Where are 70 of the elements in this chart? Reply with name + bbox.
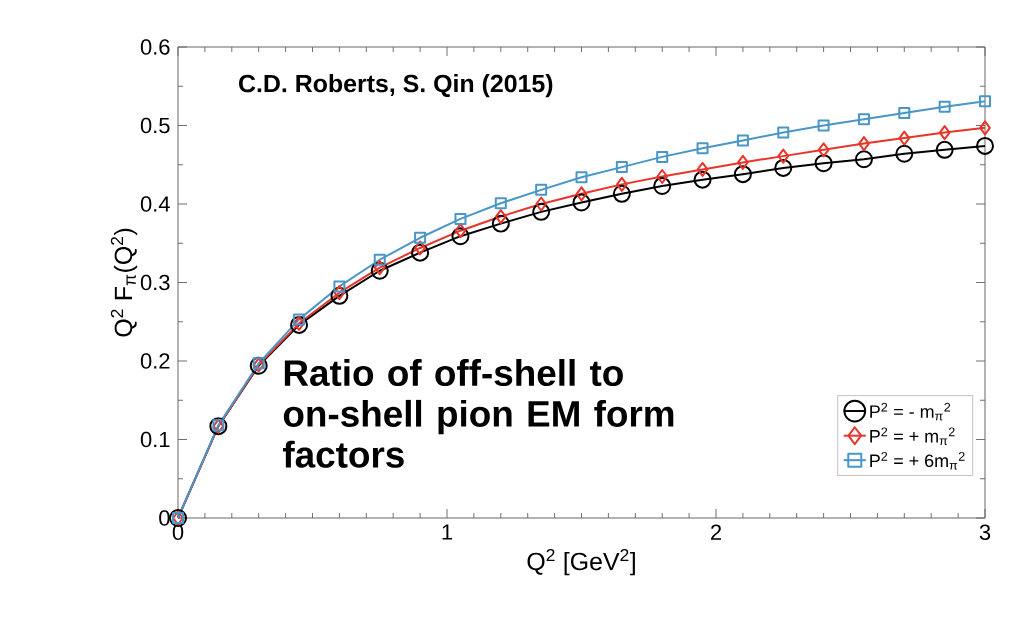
point <box>736 134 749 147</box>
point <box>653 176 672 195</box>
point <box>817 119 830 132</box>
point <box>370 261 389 280</box>
point <box>290 315 309 334</box>
point <box>293 315 305 331</box>
point <box>494 197 507 210</box>
legend-label: P$^{2}$ = - m$_{π}$2 <box>870 402 951 421</box>
point <box>454 223 467 239</box>
y-axis-title: Q$^{2}$ F$_{π}$(Q$^{2}$) <box>110 228 138 337</box>
point <box>938 100 951 113</box>
point <box>414 231 427 244</box>
point <box>615 176 628 192</box>
point <box>373 260 386 276</box>
y-tick-label: 0.1 <box>140 431 170 448</box>
point <box>572 193 591 212</box>
point <box>535 183 548 196</box>
y-tick-label: 0.6 <box>140 39 170 55</box>
point <box>979 95 991 108</box>
point <box>976 136 994 155</box>
legend-label: P$^{2}$ = + 6m$_{π}$2 <box>870 451 965 470</box>
y-tick-label: 0.4 <box>140 196 170 212</box>
point <box>575 171 588 184</box>
point <box>330 286 349 305</box>
point <box>411 243 430 262</box>
point <box>696 142 709 155</box>
x-axis-title: Q$^{2}$ [GeV$^{2}$] <box>527 548 635 576</box>
point <box>895 144 914 163</box>
x-tick-label: 3 <box>979 524 991 541</box>
point <box>777 148 790 164</box>
point <box>774 158 793 177</box>
point <box>935 140 954 159</box>
y-tick-label: 0.2 <box>140 353 170 369</box>
annotation: Ratio of off-shell to on-shell pion EM form factors <box>283 359 674 468</box>
point <box>615 161 628 174</box>
point <box>454 212 467 225</box>
point <box>494 209 507 225</box>
y-tick-label: 0 <box>159 510 170 526</box>
point <box>979 120 991 136</box>
point <box>898 130 911 146</box>
point <box>656 169 669 185</box>
y-tick-label: 0.5 <box>140 117 170 134</box>
point <box>532 202 551 221</box>
point <box>373 253 386 266</box>
point <box>817 142 830 158</box>
point <box>777 126 790 139</box>
point <box>333 280 346 293</box>
point <box>733 165 752 184</box>
point <box>414 240 426 256</box>
point <box>857 113 870 126</box>
point <box>575 186 588 202</box>
point <box>696 161 709 177</box>
point <box>612 184 631 203</box>
point <box>333 285 346 301</box>
point <box>814 154 833 173</box>
point <box>898 106 911 119</box>
point <box>938 125 951 141</box>
point <box>451 227 470 246</box>
point <box>737 154 749 170</box>
legend-label: P$^{2}$ = + m$_{π}$2 <box>870 427 955 446</box>
point <box>854 150 873 169</box>
x-tick-label: 2 <box>711 524 721 540</box>
annotation: C.D. Roberts, S. Qin (2015) <box>239 74 553 98</box>
point <box>535 196 548 212</box>
point <box>491 214 510 233</box>
point <box>656 150 669 163</box>
y-tick-label: 0.3 <box>140 274 170 291</box>
point <box>858 136 870 152</box>
x-tick-label: 1 <box>442 524 453 540</box>
point <box>693 170 712 189</box>
